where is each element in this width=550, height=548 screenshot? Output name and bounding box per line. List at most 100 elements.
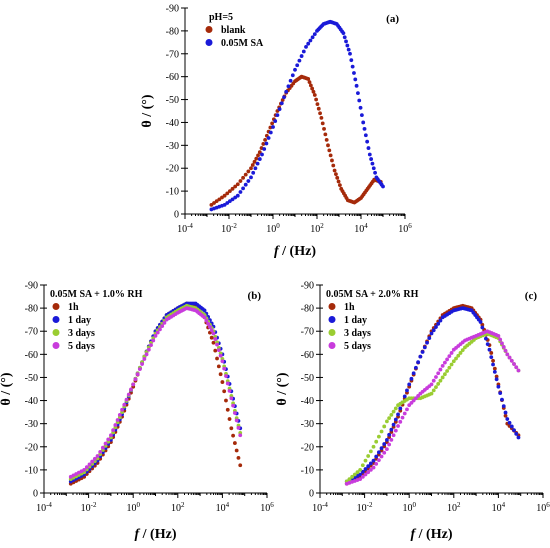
data-point — [233, 195, 238, 200]
data-point — [371, 458, 376, 463]
data-point — [92, 456, 97, 461]
x-tick-label: 104 — [216, 501, 230, 514]
data-point — [391, 433, 396, 438]
x-tick-label: 100 — [402, 501, 416, 514]
y-tick-label: -10 — [25, 465, 38, 476]
data-point — [312, 32, 317, 36]
x-tick-label: 102 — [171, 501, 185, 514]
data-point — [202, 315, 207, 320]
data-point — [447, 354, 452, 359]
data-point — [252, 159, 257, 164]
data-point — [449, 351, 454, 355]
data-point — [492, 369, 497, 374]
x-tick-label: 104 — [492, 501, 506, 514]
data-point — [382, 450, 387, 455]
data-point — [206, 321, 211, 326]
data-point — [308, 83, 313, 88]
data-point — [295, 63, 300, 68]
data-point — [374, 439, 379, 444]
data-point — [373, 170, 377, 175]
data-point — [334, 172, 338, 177]
data-point — [485, 342, 490, 347]
data-point — [385, 437, 389, 442]
data-point — [263, 137, 267, 142]
data-point — [440, 363, 445, 368]
data-point — [211, 340, 216, 345]
data-point — [413, 365, 418, 370]
data-point — [115, 418, 120, 422]
data-point — [246, 179, 251, 183]
data-point — [503, 410, 508, 415]
data-point — [220, 380, 225, 384]
data-point — [434, 375, 438, 379]
data-point — [301, 49, 306, 54]
data-point — [512, 428, 516, 433]
data-point — [204, 318, 209, 323]
y-tick-label: -70 — [166, 49, 179, 60]
x-tick-label: 100 — [126, 501, 140, 514]
legend-marker — [52, 329, 60, 336]
data-point — [449, 362, 454, 367]
data-point — [149, 343, 153, 347]
data-point — [284, 89, 289, 94]
data-point — [431, 328, 436, 333]
data-point — [297, 58, 302, 63]
data-point — [516, 435, 521, 440]
data-point — [514, 431, 519, 436]
legend-marker — [205, 39, 213, 46]
data-point — [442, 372, 447, 377]
data-point — [256, 153, 260, 158]
data-point — [344, 39, 348, 44]
data-point — [308, 38, 313, 43]
data-point — [460, 348, 465, 353]
data-point — [368, 461, 373, 466]
data-point — [347, 477, 352, 482]
data-point — [153, 333, 158, 338]
data-point — [286, 84, 291, 89]
data-point — [322, 126, 326, 131]
data-point — [324, 137, 329, 142]
data-point — [117, 412, 122, 417]
data-point — [336, 179, 341, 184]
data-point — [505, 417, 510, 421]
data-point — [365, 139, 370, 144]
data-point — [314, 97, 319, 102]
data-point — [225, 201, 230, 205]
data-point — [230, 186, 235, 191]
legend-marker — [328, 303, 336, 310]
series-blank — [209, 74, 383, 207]
data-point — [224, 374, 228, 378]
data-point — [405, 407, 409, 412]
data-point — [275, 113, 280, 118]
data-point — [393, 417, 398, 422]
data-point — [507, 420, 512, 425]
data-point — [503, 413, 508, 418]
data-point — [218, 372, 223, 377]
data-point — [271, 125, 275, 129]
data-point — [367, 152, 372, 157]
data-point — [456, 353, 461, 358]
x-tick-label: 10-2 — [81, 501, 97, 514]
data-point — [241, 175, 245, 180]
data-point — [398, 406, 403, 411]
data-point — [429, 391, 434, 396]
data-point — [323, 132, 328, 137]
chart-panel-3: 0 -10 -20 -30 -40 -50 -60 -70 -80 -90 10-4 10-2 100 1… — [275, 281, 550, 543]
data-point — [438, 367, 443, 372]
data-point — [516, 368, 521, 373]
data-point — [348, 51, 352, 56]
x-tick-label: 100 — [266, 222, 280, 235]
data-point — [243, 172, 248, 177]
data-point — [103, 441, 108, 446]
data-point — [374, 461, 379, 466]
legend-marker — [205, 26, 213, 33]
legend-title: 0.05M SA + 1.0% RH — [50, 289, 143, 300]
data-point — [316, 106, 321, 111]
data-point — [232, 411, 237, 415]
data-point — [279, 101, 284, 106]
data-point — [222, 202, 227, 207]
data-point — [354, 83, 359, 88]
data-point — [480, 325, 485, 330]
data-point — [273, 119, 278, 123]
data-point — [342, 35, 347, 40]
